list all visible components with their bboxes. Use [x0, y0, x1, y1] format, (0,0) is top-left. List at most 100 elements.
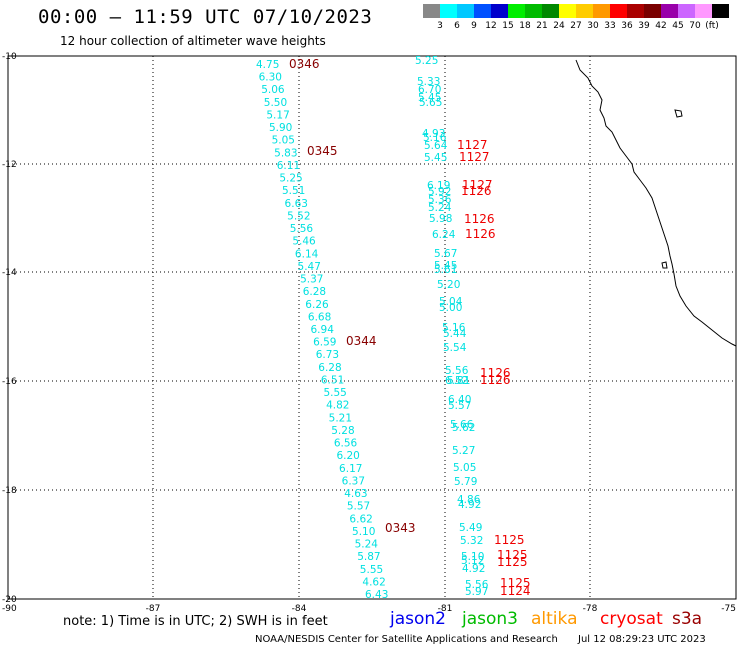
pass-time-label: 1127: [459, 150, 490, 164]
swh-value: 6.11: [277, 160, 300, 172]
swh-value: 6.94: [311, 324, 335, 336]
lat-tick-label: -14: [2, 268, 17, 278]
scale-label: 27: [570, 21, 582, 31]
axis-labels: -10 -12 -14 -16 -18 -20-90 -87 -84 -81 -78 -75: [2, 52, 736, 614]
swh-value: 5.05: [453, 462, 476, 474]
scale-swatch: [678, 4, 695, 18]
credit-line: NOAA/NESDIS Center for Satellite Applica…: [255, 634, 558, 645]
swh-value: 4.86: [457, 494, 481, 506]
swh-value: 5.49: [459, 522, 482, 534]
swh-value: 5.61: [434, 264, 457, 276]
swh-value: 5.55: [323, 387, 346, 399]
scale-swatch: [695, 4, 712, 18]
scale-swatch: [661, 4, 678, 18]
scale-label: 15: [502, 21, 514, 31]
swh-value: 6.24: [432, 229, 456, 241]
lat-tick-label: -18: [2, 486, 17, 496]
swh-value: 5.16: [423, 132, 447, 144]
lat-tick-label: -20: [2, 595, 17, 605]
swh-value: 5.16: [442, 322, 466, 334]
scale-label: 6: [454, 21, 460, 31]
pass-time-label: 1125: [494, 533, 525, 547]
swh-value: 4.62: [362, 576, 385, 588]
swh-value: 5.57: [448, 400, 471, 412]
scale-swatch: [610, 4, 627, 18]
scale-swatch: [712, 4, 729, 18]
swh-value: 5.25: [415, 55, 438, 67]
scale-label: 12: [485, 21, 497, 31]
scale-label: 30: [587, 21, 599, 31]
pass-time-label: 0345: [307, 144, 338, 158]
swh-value: 5.66: [450, 419, 474, 431]
scale-swatch: [423, 4, 440, 18]
scale-label: 24: [553, 21, 565, 31]
swh-value: 6.37: [342, 475, 365, 487]
swh-value: 5.47: [298, 261, 321, 273]
satellite-legend-jason2: jason2: [390, 609, 446, 629]
swh-value: 5.90: [269, 122, 292, 134]
swh-value: 5.12: [461, 555, 484, 567]
swh-value: 4.93: [422, 128, 445, 140]
lon-tick-label: -84: [292, 604, 307, 614]
map-frame: [7, 55, 737, 600]
swh-value: 6.56: [334, 438, 358, 450]
swh-value: 5.56: [445, 365, 469, 377]
swh-value: 5.64: [424, 140, 448, 152]
swh-value: 5.04: [439, 296, 463, 308]
scale-label: 42: [655, 21, 667, 31]
swh-value: 5.92: [428, 186, 451, 198]
pass-time-label: 1126: [464, 212, 495, 226]
swh-value: 6.20: [336, 450, 359, 462]
scale-swatch: [644, 4, 661, 18]
pass-time-label: 1126: [480, 373, 511, 387]
swh-value: 5.56: [465, 579, 489, 591]
map-gridlines: [8, 56, 736, 599]
swh-value: 4.82: [326, 400, 349, 412]
scale-swatch: [508, 4, 525, 18]
swh-value: 5.36: [428, 194, 452, 206]
swh-value: 6.68: [308, 311, 331, 323]
track-jason3-1124-1127: 5.255.336.705.455.654.935.165.645.456.19…: [415, 55, 489, 598]
swh-value: 5.44: [443, 328, 467, 340]
track-jason3-0343-0346: 4.756.305.065.505.175.905.055.836.115.25…: [256, 59, 388, 601]
swh-value: 4.63: [344, 488, 367, 500]
satellite-legend-cryosat: cryosat: [600, 609, 663, 629]
swh-value: 6.19: [427, 180, 450, 192]
header: 00:00 — 11:59 UTC 07/10/2023 12 hour col…: [0, 0, 740, 52]
pass-time-label: 1125: [500, 576, 531, 590]
page-subtitle: 12 hour collection of altimeter wave hei…: [60, 34, 326, 48]
swh-value: 5.33: [417, 76, 440, 88]
swh-value: 5.57: [347, 501, 370, 513]
scale-label: 3: [437, 21, 443, 31]
scale-swatch: [627, 4, 644, 18]
lon-tick-label: -81: [438, 604, 453, 614]
scale-label: 39: [638, 21, 650, 31]
pass-time-label: 1126: [465, 227, 496, 241]
swh-value: 6.30: [259, 72, 282, 84]
swh-value: 5.21: [329, 412, 352, 424]
swh-value: 5.65: [419, 97, 442, 109]
swh-value: 6.28: [318, 362, 341, 374]
scale-label: 70: [689, 21, 701, 31]
swh-value: 4.92: [458, 499, 481, 511]
lon-tick-label: -90: [2, 604, 17, 614]
swh-value: 5.25: [279, 173, 302, 185]
swh-value: 5.45: [434, 260, 457, 272]
swh-value: 5.45: [424, 152, 447, 164]
swh-value: 5.17: [266, 109, 289, 121]
swh-value: 5.32: [460, 535, 483, 547]
generated-timestamp: Jul 12 08:29:23 UTC 2023: [578, 634, 706, 645]
scale-label: 21: [536, 21, 548, 31]
lon-tick-label: -87: [146, 604, 161, 614]
swh-value: 6.59: [313, 337, 336, 349]
pass-time-label: 0346: [289, 57, 320, 71]
scale-swatch: [542, 4, 559, 18]
swh-value: 6.51: [321, 374, 344, 386]
swh-value: 5.55: [360, 564, 383, 576]
scale-label: (ft): [705, 21, 719, 31]
swh-value: 6.43: [365, 589, 388, 601]
pass-time-label: 1125: [497, 548, 528, 562]
swh-value: 5.56: [290, 223, 314, 235]
coastline: [575, 59, 737, 347]
